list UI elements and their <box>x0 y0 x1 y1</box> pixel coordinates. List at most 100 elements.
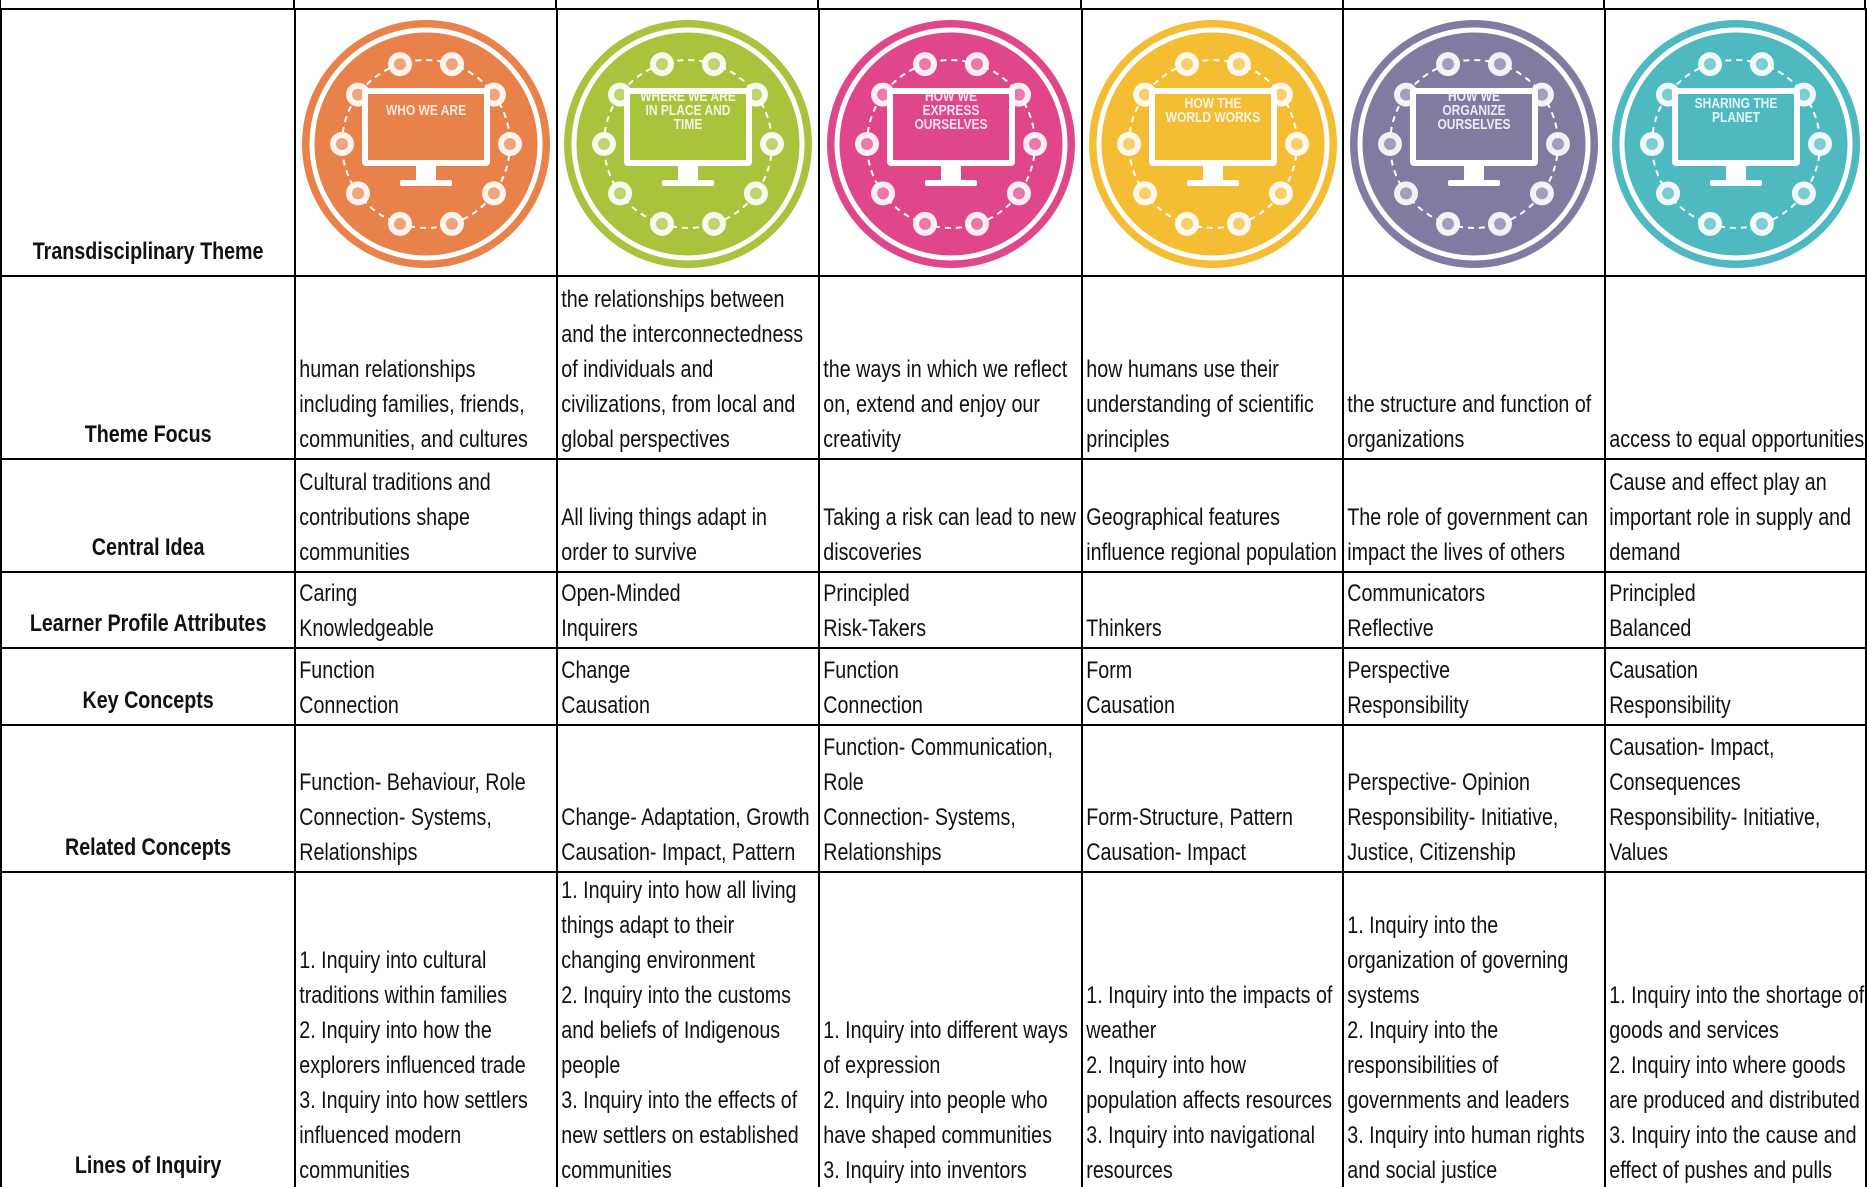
icon-part <box>368 94 484 160</box>
cell-line: Connection <box>823 692 923 719</box>
table-cell: Form Causation <box>1081 647 1344 726</box>
theme-icon <box>1088 20 1337 268</box>
cell-text: Principled Balanced <box>1607 576 1864 646</box>
cell-line: Connection- Systems, Relationships <box>299 804 492 866</box>
cell-line: Function- Communication, Role <box>823 734 1053 796</box>
cell-line: Responsibility <box>1347 692 1469 719</box>
icon-part <box>571 27 805 261</box>
cell-text: Function- Behaviour, Role Connection- Sys… <box>297 765 555 870</box>
cell-line: Knowledgeable <box>299 615 434 642</box>
cell-line: how humans use their understanding of sc… <box>1086 356 1314 453</box>
table-cell: Cause and effect play an important role … <box>1604 458 1867 573</box>
table-cell: SHARING THE PLANET <box>1604 8 1867 277</box>
cell-line: 1. Inquiry into different ways of expres… <box>823 1017 1068 1079</box>
icon-part <box>656 58 669 71</box>
border <box>555 0 557 8</box>
table-cell: human relationships including families, … <box>294 275 558 460</box>
table-row: Key Concepts Function Connection Change Caus… <box>0 647 1867 726</box>
table-cell: WHERE WE ARE IN PLACE AND TIME <box>556 8 820 277</box>
cell-text: Cultural traditions and contributions sh… <box>297 465 555 570</box>
cell-text: Function Connection <box>297 653 555 723</box>
cell-line: Thinkers <box>1086 615 1162 642</box>
theme-label: WHERE WE ARE IN PLACE AND TIME <box>640 88 736 133</box>
cell-line: Cause and effect play an important role … <box>1609 469 1852 566</box>
icon-part <box>1619 27 1852 261</box>
icon-part <box>970 58 983 71</box>
table-cell: 1. Inquiry into different ways of expres… <box>818 871 1083 1187</box>
icon-part <box>766 138 778 150</box>
row-header: Lines of Inquiry <box>0 871 296 1187</box>
cell-line: Causation <box>1609 657 1698 684</box>
theme-icon <box>1350 20 1598 268</box>
cell-line: Change <box>561 657 631 684</box>
cell-line: the ways in which we reflect on, extend … <box>823 356 1068 453</box>
cell-line: Balanced <box>1609 615 1692 642</box>
icon-part <box>598 138 610 150</box>
cell-text: 1. Inquiry into the impacts of weather 2.… <box>1084 978 1341 1187</box>
cell-text: 1. Inquiry into the organization of gove… <box>1345 908 1603 1187</box>
table-cell: Causation Responsibility <box>1604 647 1867 726</box>
table-cell: HOW WE ORGANIZE OURSELVES <box>1342 8 1606 277</box>
row-header-text: Central Idea <box>91 534 205 561</box>
table-cell: how humans use their understanding of sc… <box>1081 275 1344 460</box>
icon-part <box>707 217 720 230</box>
icon-part <box>1232 217 1245 230</box>
icon-part <box>1028 138 1041 150</box>
cell-line: 2. Inquiry into the customs and beliefs … <box>561 982 791 1079</box>
icon-part <box>1096 27 1329 261</box>
cell-line: 2. Inquiry into how population affects r… <box>1086 1052 1333 1114</box>
icon-part <box>749 88 762 101</box>
icon-part <box>1232 58 1245 71</box>
icon-part <box>678 166 698 182</box>
theme-icon <box>826 20 1075 268</box>
border <box>1342 0 1344 8</box>
cell-line: 1. Inquiry into the shortage of goods an… <box>1609 982 1865 1044</box>
icon-part <box>834 27 1067 261</box>
cell-line: Cultural traditions and contributions sh… <box>299 469 491 566</box>
cell-line: Principled <box>1609 580 1696 607</box>
icon-part <box>707 58 720 71</box>
icon-part <box>876 88 889 101</box>
row-header-text: Lines of Inquiry <box>74 1152 222 1179</box>
cell-line: Function- Behaviour, Role <box>299 769 526 796</box>
icon-part <box>860 138 873 150</box>
cell-line: Function <box>299 657 375 684</box>
icon-part <box>1464 166 1484 182</box>
cell-text: 1. Inquiry into the shortage of goods an… <box>1607 978 1865 1187</box>
theme-label: WHO WE ARE <box>385 102 467 119</box>
table-cell: 1. Inquiry into how all living things ad… <box>556 871 820 1187</box>
cell-text: Change- Adaptation, Growth Causation- Imp… <box>559 800 817 870</box>
cell-line: the relationships between and the interc… <box>561 286 804 453</box>
row-header-text: Theme Focus <box>84 421 212 448</box>
icon-part <box>1138 88 1151 101</box>
icon-part <box>940 166 961 182</box>
table-cell: HOW THE WORLD WORKS <box>1081 8 1344 277</box>
table-row: Related Concepts Function- Behaviour, Rol… <box>0 724 1867 873</box>
cell-line: Connection- Systems, Relationships <box>823 804 1016 866</box>
icon-part <box>1661 88 1674 101</box>
table-row: Central Idea Cultural traditions and cont… <box>0 458 1867 573</box>
icon-part <box>1493 217 1506 230</box>
cell-text: Thinkers <box>1084 611 1341 646</box>
icon-part <box>970 217 983 230</box>
cell-line: All living things adapt in order to surv… <box>561 504 767 566</box>
table-cell: Caring Knowledgeable <box>294 571 558 649</box>
cell-text: Open-Minded Inquirers <box>559 576 817 646</box>
icon-part <box>1012 88 1025 101</box>
icon-part <box>445 217 458 230</box>
icon-part <box>1797 187 1810 200</box>
icon-part <box>892 94 1009 160</box>
cell-line: 2. Inquiry into where goods are produced… <box>1609 1052 1860 1114</box>
cell-text: Function Connection <box>821 653 1080 723</box>
cell-line: 3. Inquiry into inventors <box>823 1157 1027 1184</box>
cell-line: Caring <box>299 580 358 607</box>
table-cell: HOW WE EXPRESS OURSELVES <box>818 8 1083 277</box>
border <box>817 0 819 8</box>
table-cell: Change Causation <box>556 647 820 726</box>
curriculum-table: Transdisciplinary Theme WHO WE ARE WHERE W… <box>0 8 1867 1187</box>
icon-part <box>309 27 543 261</box>
cell-text: how humans use their understanding of sc… <box>1084 352 1341 457</box>
icon-part <box>1202 166 1223 182</box>
table-cell: Function- Communication, Role Connection-… <box>818 724 1083 873</box>
cell-text: Principled Risk-Takers <box>821 576 1080 646</box>
